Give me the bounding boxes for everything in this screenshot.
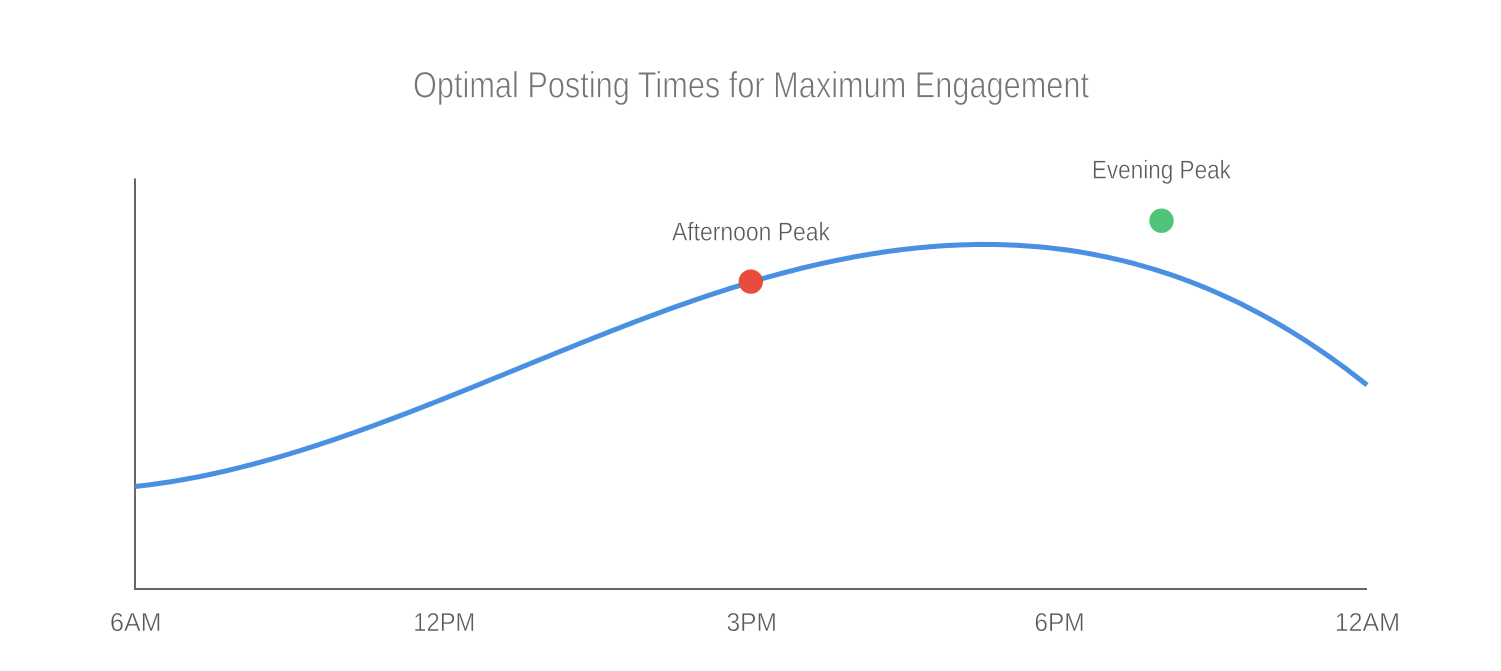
svg-text:6PM: 6PM — [1034, 607, 1084, 637]
svg-text:12AM: 12AM — [1335, 607, 1400, 637]
svg-text:Evening Peak: Evening Peak — [1092, 155, 1232, 185]
svg-text:6AM: 6AM — [110, 607, 162, 637]
svg-text:Afternoon Peak: Afternoon Peak — [672, 217, 831, 247]
svg-text:12PM: 12PM — [413, 607, 475, 637]
svg-text:Optimal Posting Times for Maxi: Optimal Posting Times for Maximum Engage… — [413, 65, 1090, 106]
svg-text:3PM: 3PM — [726, 607, 777, 637]
